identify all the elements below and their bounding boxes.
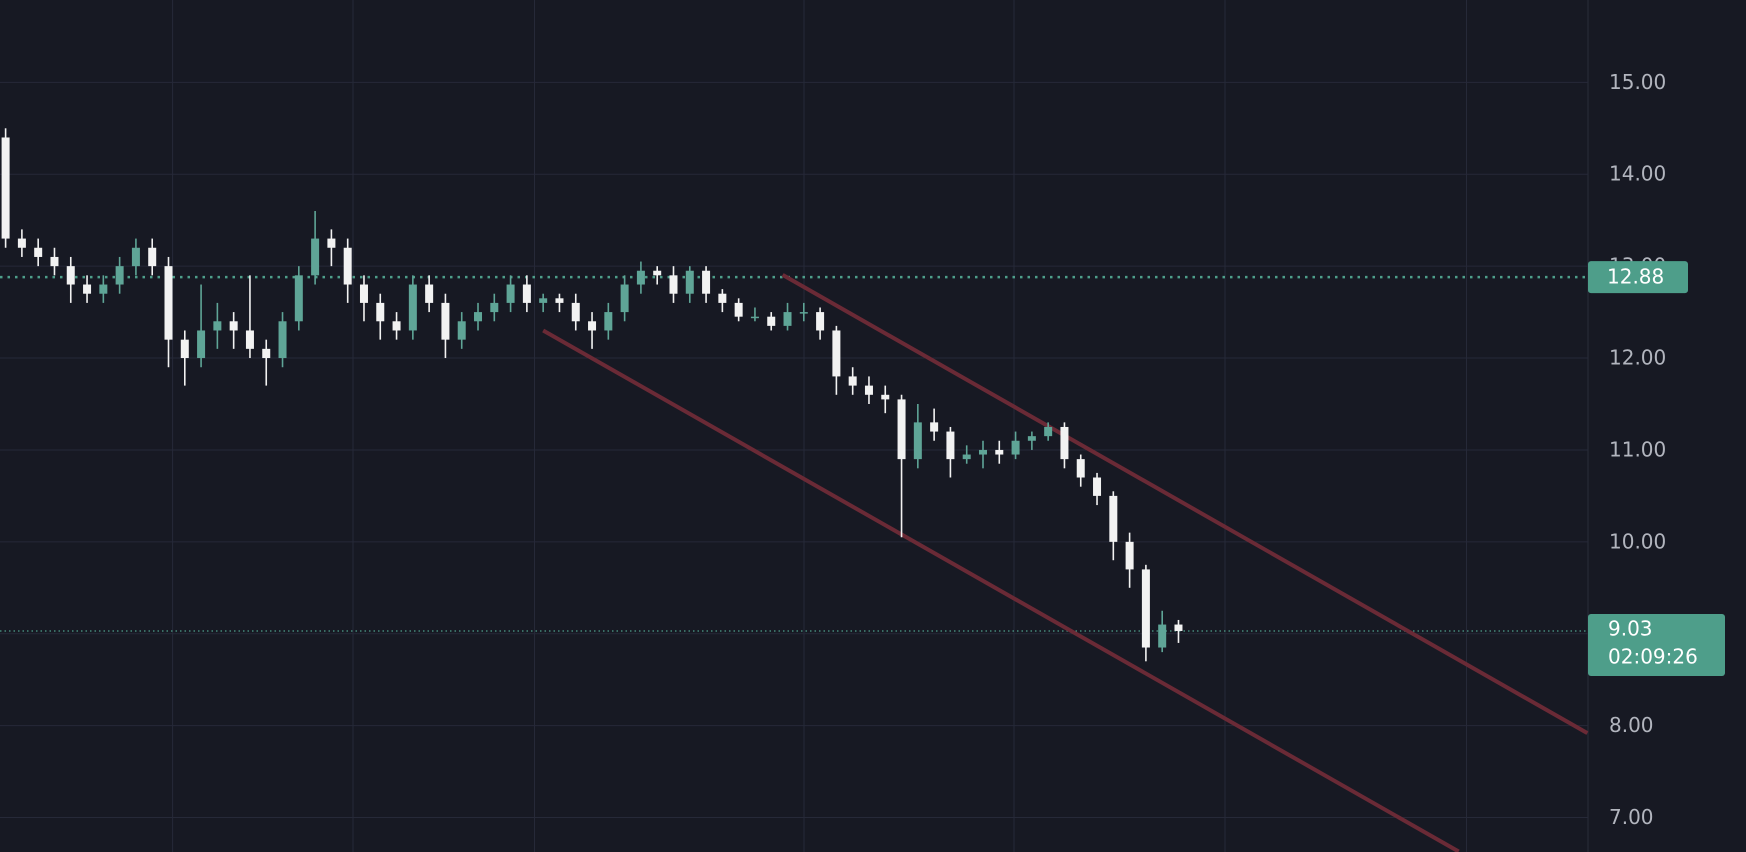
last-price-badge (1588, 613, 1725, 676)
candle-body (17, 238, 26, 248)
candle-body (571, 302, 580, 322)
countdown-label: 02:09:26 (1608, 644, 1698, 668)
candle-body (685, 270, 694, 294)
candle-body (164, 266, 173, 340)
last-price-label: 9.03 (1608, 616, 1653, 640)
candle-body (767, 316, 776, 326)
candle-body (1125, 541, 1134, 570)
candle-body (539, 298, 548, 303)
candle-body (848, 376, 857, 386)
candle-body (327, 238, 336, 248)
candle-body (490, 302, 499, 313)
candle-body (50, 256, 59, 267)
candle-body (180, 339, 189, 359)
candle-body (408, 284, 417, 331)
vertical-grid (172, 0, 1467, 852)
y-tick-label: 12.00 (1609, 346, 1666, 370)
trend-line (781, 273, 1589, 735)
candle-body (995, 449, 1004, 455)
candle-body (718, 293, 727, 303)
candle-body (946, 431, 955, 460)
candle-body (1076, 459, 1085, 478)
candle-body (881, 394, 890, 400)
candle-body (734, 302, 743, 317)
candle-body (359, 284, 368, 303)
candle-body (262, 348, 271, 359)
level-label: 12.88 (1607, 265, 1664, 289)
candle-body (1060, 426, 1069, 460)
candle-body (1141, 569, 1150, 648)
candle-body (457, 321, 466, 340)
candle-body (343, 247, 352, 285)
candle-body (197, 330, 206, 359)
candle-body (66, 266, 75, 285)
candle-body (636, 270, 645, 285)
candle-body (392, 321, 401, 331)
candle-body (588, 321, 597, 331)
candle-body (930, 422, 939, 432)
candle-body (555, 298, 564, 303)
candle-body (376, 302, 385, 322)
candles (1, 128, 1183, 662)
trend-line (542, 328, 1460, 852)
candle-body (506, 284, 515, 303)
y-tick-label: 7.00 (1609, 805, 1654, 829)
candle-body (799, 312, 808, 314)
candle-body (311, 238, 320, 276)
candle-body (425, 284, 434, 303)
candle-body (1044, 426, 1053, 437)
candle-body (1158, 624, 1167, 648)
candle-body (278, 321, 287, 359)
y-tick-label: 14.00 (1609, 162, 1666, 186)
candle-body (1027, 436, 1036, 441)
candle-body (474, 312, 483, 322)
level-badge (1588, 261, 1688, 294)
candle-body (1109, 495, 1118, 542)
candle-body (897, 399, 906, 460)
candle-body (245, 330, 254, 349)
candle-body (1093, 477, 1102, 496)
candle-body (653, 270, 662, 276)
candle-body (213, 321, 222, 331)
candle-body (522, 284, 531, 303)
candle-body (702, 270, 711, 294)
candle-body (1174, 624, 1183, 631)
y-tick-label: 10.00 (1609, 529, 1666, 553)
candle-body (783, 312, 792, 326)
candle-body (620, 284, 629, 313)
candle-body (750, 316, 759, 319)
y-tick-label: 11.00 (1609, 437, 1666, 461)
candle-body (99, 284, 108, 294)
candle-body (1, 137, 10, 239)
candle-body (669, 275, 678, 294)
y-tick-label: 15.00 (1609, 70, 1666, 94)
candle-body (441, 302, 450, 340)
candle-body (83, 284, 92, 294)
candle-body (1011, 440, 1020, 455)
y-tick-label: 8.00 (1609, 713, 1654, 737)
candle-body (229, 321, 238, 331)
candle-body (832, 330, 841, 377)
candle-body (148, 247, 157, 267)
candle-body (913, 422, 922, 460)
candle-body (864, 385, 873, 395)
candle-body (979, 449, 987, 455)
candle-body (604, 312, 613, 331)
candle-body (962, 454, 971, 460)
candle-body (131, 247, 140, 267)
candle-body (816, 312, 825, 331)
candle-body (115, 266, 124, 285)
candle-body (294, 275, 303, 322)
candle-body (34, 247, 43, 257)
